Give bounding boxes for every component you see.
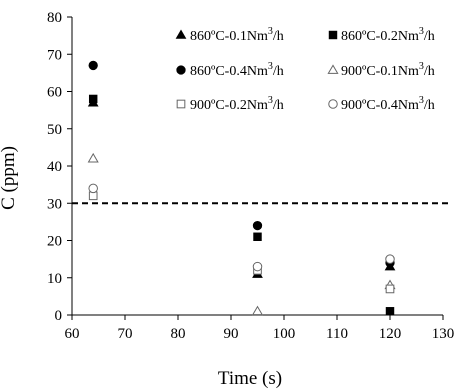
- legend-marker: [176, 99, 186, 109]
- x-tick-label: 80: [171, 326, 186, 342]
- y-tick-label: 40: [47, 159, 62, 175]
- data-point: [88, 183, 98, 194]
- data-point: [252, 261, 263, 272]
- x-tick-label: 90: [224, 326, 239, 342]
- legend-label: 900ºC-0.1Nm3/h: [341, 61, 435, 79]
- legend-label: 860ºC-0.2Nm3/h: [341, 26, 435, 44]
- legend-label: 860ºC-0.4Nm3/h: [190, 61, 284, 79]
- data-point: [252, 220, 263, 231]
- legend-marker: [328, 30, 338, 40]
- data-point: [88, 191, 98, 201]
- x-tick-label: 130: [432, 326, 455, 342]
- x-tick-label: 60: [65, 326, 80, 342]
- data-point: [88, 94, 98, 104]
- legend-marker: [327, 64, 339, 74]
- legend-marker: [176, 65, 186, 75]
- y-axis-title: C (ppm): [0, 146, 19, 210]
- legend-label: 860ºC-0.1Nm3/h: [190, 26, 284, 44]
- y-tick-label: 10: [47, 271, 62, 287]
- y-tick-label: 20: [47, 234, 62, 250]
- y-tick-label: 60: [47, 85, 62, 101]
- x-tick-label: 100: [273, 326, 296, 342]
- y-tick-label: 0: [55, 308, 63, 324]
- x-tick-label: 70: [118, 326, 133, 342]
- data-point: [385, 307, 395, 316]
- y-axis: 0 10 20 30 40 50 60 70 80: [47, 10, 72, 324]
- x-tick-label: 110: [326, 326, 348, 342]
- y-tick-label: 70: [47, 47, 62, 63]
- data-point: [88, 60, 98, 71]
- data-points: [87, 60, 396, 316]
- y-tick-label: 80: [47, 10, 62, 26]
- x-axis-title: Time (s): [218, 368, 282, 389]
- y-tick-label: 50: [47, 122, 62, 138]
- data-point: [87, 152, 99, 163]
- legend: 860ºC-0.1Nm3/h 860ºC-0.2Nm3/h 860ºC-0.4Nm3…: [175, 26, 435, 113]
- legend-label: 900ºC-0.4Nm3/h: [341, 95, 435, 113]
- data-point: [253, 232, 262, 241]
- legend-label: 900ºC-0.2Nm3/h: [190, 95, 284, 113]
- y-tick-label: 30: [47, 196, 62, 212]
- data-point: [251, 305, 264, 316]
- legend-marker: [328, 99, 338, 109]
- legend-marker: [175, 29, 187, 39]
- x-tick-label: 120: [379, 326, 402, 342]
- data-point: [385, 254, 395, 264]
- x-axis: 60 70 80 90 100 110 120 130: [65, 315, 455, 342]
- data-point: [385, 284, 395, 294]
